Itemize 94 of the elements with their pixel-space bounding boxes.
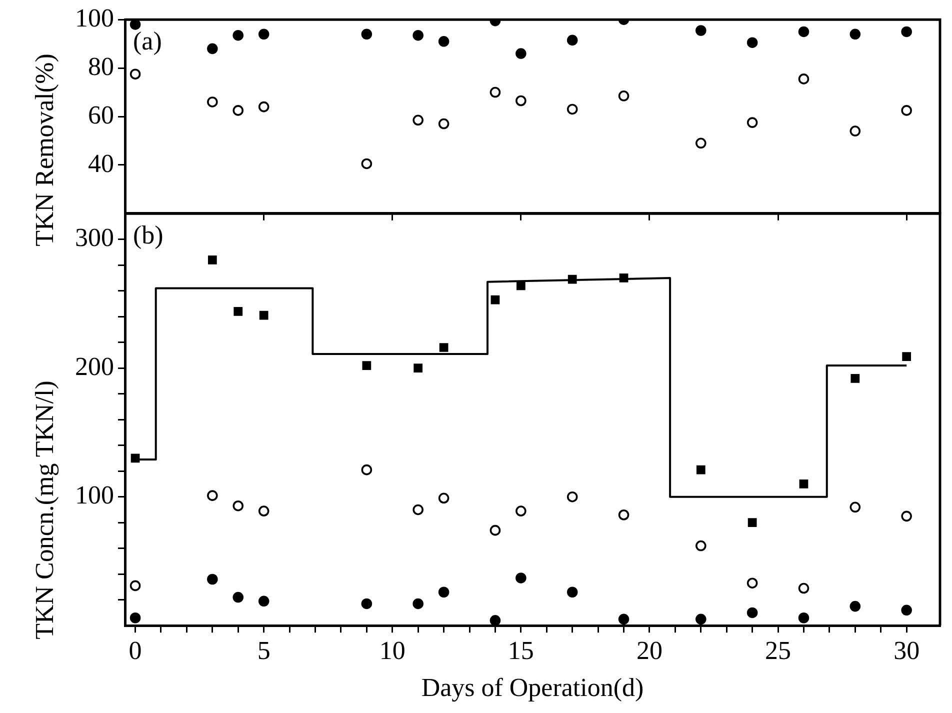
point — [516, 48, 526, 59]
point — [130, 68, 141, 80]
x-tick-label: 15 — [508, 636, 534, 666]
x-tick-label: 10 — [379, 636, 406, 666]
point — [412, 30, 424, 41]
point — [258, 506, 270, 516]
point — [901, 510, 912, 522]
point — [438, 36, 450, 47]
y-tick-label: 100 — [75, 480, 114, 510]
point — [746, 117, 758, 128]
point — [746, 37, 758, 48]
y-tick-label: 100 — [75, 3, 114, 32]
point — [850, 502, 861, 513]
point — [798, 612, 810, 624]
point — [490, 615, 501, 626]
point — [696, 138, 706, 149]
y-axis-title: TKN Removal(%) — [30, 54, 60, 246]
y-axis-title: TKN Concn.(mg TKN/l) — [30, 380, 60, 640]
point — [259, 310, 268, 320]
y-tick-label: 300 — [75, 223, 114, 252]
point — [618, 509, 630, 520]
point — [566, 34, 578, 46]
x-tick-label: 25 — [765, 636, 792, 666]
point — [361, 598, 372, 610]
point — [130, 20, 141, 30]
point — [798, 74, 810, 84]
point — [414, 364, 423, 373]
point — [901, 105, 912, 116]
point — [438, 118, 450, 130]
x-axis-title: Days of Operation(d) — [421, 673, 644, 702]
point — [618, 614, 630, 625]
point — [901, 604, 912, 616]
point — [696, 540, 706, 552]
point — [798, 26, 810, 38]
point — [258, 28, 270, 40]
point — [850, 28, 861, 40]
point — [439, 343, 448, 352]
point — [850, 374, 860, 383]
point — [207, 96, 218, 108]
annotation: (b) — [133, 220, 164, 250]
point — [207, 43, 218, 54]
point — [412, 114, 424, 126]
point — [566, 586, 578, 598]
point — [696, 614, 706, 625]
point — [618, 90, 630, 102]
x-tick-label: 20 — [636, 636, 662, 666]
point — [361, 464, 372, 476]
point — [516, 95, 526, 106]
x-tick-label: 30 — [894, 636, 920, 666]
y-tick-label: 200 — [75, 352, 114, 381]
point — [490, 524, 501, 536]
point — [490, 86, 501, 98]
point — [490, 295, 500, 304]
point — [232, 105, 244, 116]
annotation: (a) — [133, 26, 162, 56]
point — [130, 580, 141, 592]
point — [258, 101, 270, 112]
point — [362, 361, 372, 370]
x-tick-label: 5 — [257, 636, 270, 666]
point — [516, 281, 526, 290]
point — [902, 352, 912, 361]
point — [361, 28, 372, 40]
point — [850, 126, 861, 136]
point — [234, 307, 243, 316]
x-tick-label: 0 — [128, 636, 142, 666]
point — [516, 572, 526, 584]
point — [208, 256, 217, 264]
y-tick-label: 80 — [88, 52, 114, 81]
point — [412, 504, 424, 516]
point — [130, 612, 141, 624]
point — [232, 592, 244, 603]
point — [361, 158, 372, 170]
point — [901, 26, 912, 38]
point — [746, 607, 758, 618]
point — [566, 104, 578, 115]
y-tick-label: 40 — [88, 148, 114, 178]
point — [798, 582, 810, 594]
point — [696, 465, 706, 474]
point — [566, 491, 578, 502]
point — [232, 30, 244, 41]
y-tick-label: 60 — [88, 100, 114, 130]
point — [438, 492, 450, 504]
point — [232, 500, 244, 512]
point — [850, 600, 861, 612]
point — [438, 586, 450, 598]
point — [799, 480, 808, 488]
point — [746, 578, 758, 589]
point — [207, 574, 218, 585]
point — [412, 598, 424, 610]
point — [748, 518, 757, 528]
point — [696, 25, 706, 36]
point — [258, 596, 270, 607]
point — [207, 490, 218, 501]
point — [516, 506, 526, 516]
